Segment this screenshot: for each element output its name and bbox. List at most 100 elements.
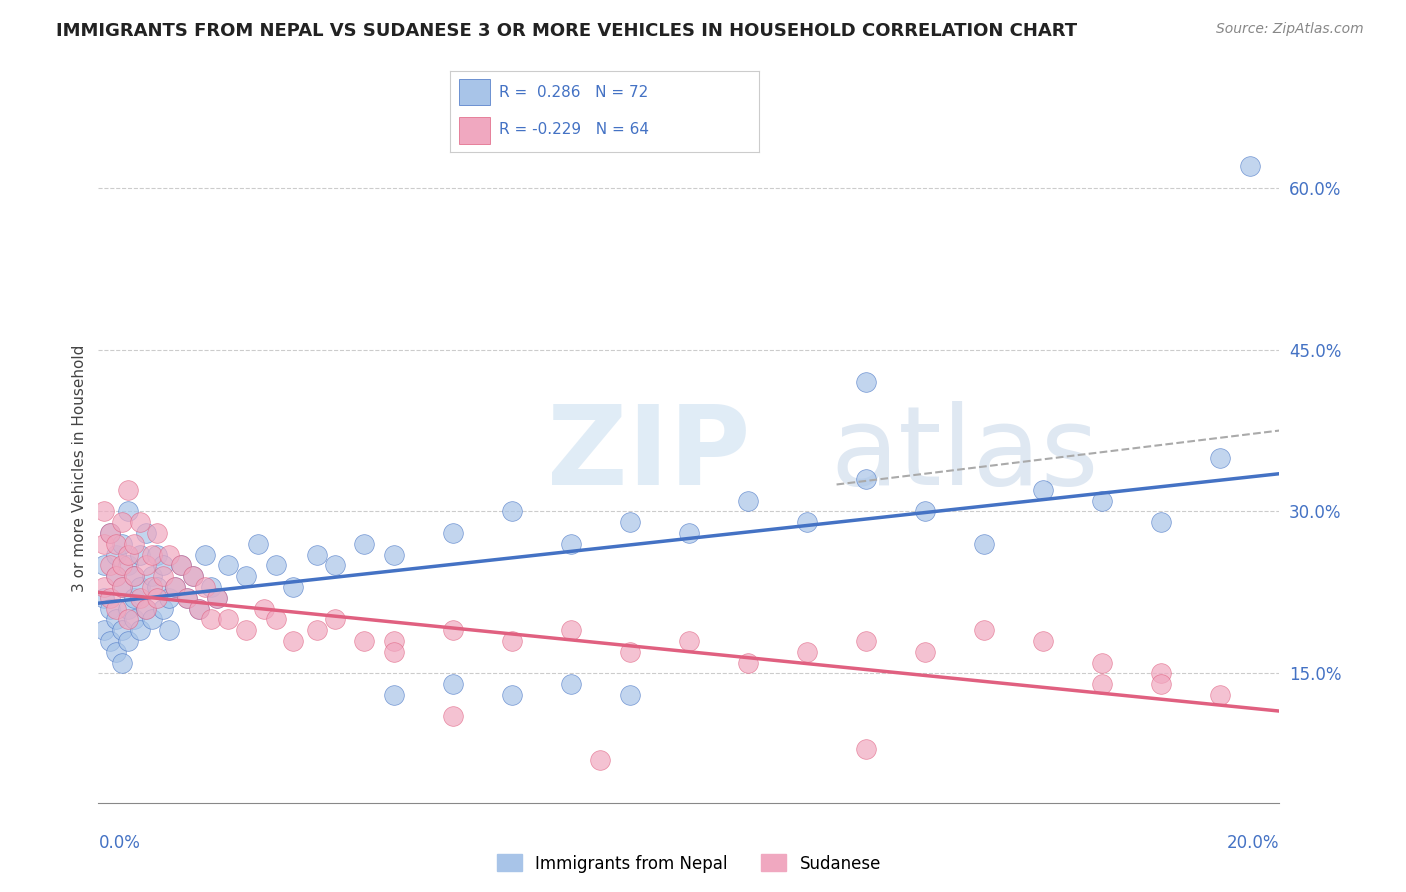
- Point: [1032, 634, 1054, 648]
- Point: [1091, 493, 1114, 508]
- Text: 20.0%: 20.0%: [1227, 834, 1279, 852]
- Point: [1209, 688, 1232, 702]
- Legend: Immigrants from Nepal, Sudanese: Immigrants from Nepal, Sudanese: [491, 847, 887, 880]
- Point: [128, 515, 150, 529]
- Point: [165, 580, 187, 594]
- Point: [205, 591, 228, 605]
- Text: R = -0.229   N = 64: R = -0.229 N = 64: [499, 122, 650, 137]
- Point: [353, 634, 375, 648]
- Point: [589, 753, 612, 767]
- Point: [105, 601, 128, 615]
- Point: [176, 591, 198, 605]
- Point: [111, 623, 134, 637]
- Point: [619, 515, 641, 529]
- Point: [181, 569, 204, 583]
- Point: [194, 548, 217, 562]
- Point: [246, 537, 269, 551]
- Point: [678, 634, 700, 648]
- Point: [157, 591, 180, 605]
- Point: [305, 623, 328, 637]
- Text: ZIP: ZIP: [547, 401, 751, 508]
- Point: [187, 601, 209, 615]
- Point: [105, 537, 128, 551]
- Point: [111, 515, 134, 529]
- Point: [1091, 656, 1114, 670]
- Point: [98, 591, 121, 605]
- Point: [141, 580, 163, 594]
- Point: [1150, 677, 1173, 691]
- Point: [105, 548, 128, 562]
- Point: [157, 548, 180, 562]
- Point: [146, 548, 169, 562]
- Point: [111, 580, 134, 594]
- Point: [619, 688, 641, 702]
- Point: [93, 537, 115, 551]
- Point: [135, 558, 157, 573]
- Text: 0.0%: 0.0%: [98, 834, 141, 852]
- Point: [382, 634, 405, 648]
- Point: [560, 537, 582, 551]
- Point: [235, 623, 257, 637]
- Point: [914, 645, 936, 659]
- Point: [382, 645, 405, 659]
- Point: [93, 580, 115, 594]
- Point: [117, 558, 139, 573]
- Point: [170, 558, 193, 573]
- Point: [914, 504, 936, 518]
- Point: [382, 548, 405, 562]
- Point: [855, 742, 877, 756]
- Text: R =  0.286   N = 72: R = 0.286 N = 72: [499, 85, 648, 100]
- Point: [1239, 159, 1261, 173]
- Point: [117, 634, 139, 648]
- Point: [323, 558, 346, 573]
- Point: [235, 569, 257, 583]
- Point: [157, 623, 180, 637]
- Point: [619, 645, 641, 659]
- Y-axis label: 3 or more Vehicles in Household: 3 or more Vehicles in Household: [72, 344, 87, 592]
- Point: [135, 526, 157, 541]
- Point: [93, 558, 115, 573]
- FancyBboxPatch shape: [460, 78, 491, 105]
- Point: [122, 569, 145, 583]
- Point: [353, 537, 375, 551]
- Text: Source: ZipAtlas.com: Source: ZipAtlas.com: [1216, 22, 1364, 37]
- Point: [122, 612, 145, 626]
- Point: [98, 601, 121, 615]
- Point: [135, 601, 157, 615]
- Text: IMMIGRANTS FROM NEPAL VS SUDANESE 3 OR MORE VEHICLES IN HOUSEHOLD CORRELATION CH: IMMIGRANTS FROM NEPAL VS SUDANESE 3 OR M…: [56, 22, 1077, 40]
- Point: [737, 656, 759, 670]
- Point: [105, 612, 128, 626]
- Point: [141, 548, 163, 562]
- Point: [98, 558, 121, 573]
- Point: [217, 558, 239, 573]
- Point: [146, 526, 169, 541]
- Point: [737, 493, 759, 508]
- Point: [98, 526, 121, 541]
- Point: [253, 601, 276, 615]
- Point: [141, 569, 163, 583]
- Point: [128, 623, 150, 637]
- Point: [973, 537, 995, 551]
- Point: [152, 569, 174, 583]
- Point: [146, 591, 169, 605]
- Point: [122, 591, 145, 605]
- Point: [205, 591, 228, 605]
- Point: [501, 504, 523, 518]
- Point: [855, 472, 877, 486]
- Point: [283, 634, 305, 648]
- Point: [98, 526, 121, 541]
- Point: [200, 580, 222, 594]
- Point: [796, 645, 818, 659]
- Point: [98, 634, 121, 648]
- Point: [1209, 450, 1232, 465]
- Point: [1150, 515, 1173, 529]
- Point: [501, 688, 523, 702]
- Point: [1150, 666, 1173, 681]
- Point: [146, 580, 169, 594]
- Point: [560, 623, 582, 637]
- Point: [1032, 483, 1054, 497]
- Point: [176, 591, 198, 605]
- Point: [128, 548, 150, 562]
- Point: [117, 504, 139, 518]
- Point: [973, 623, 995, 637]
